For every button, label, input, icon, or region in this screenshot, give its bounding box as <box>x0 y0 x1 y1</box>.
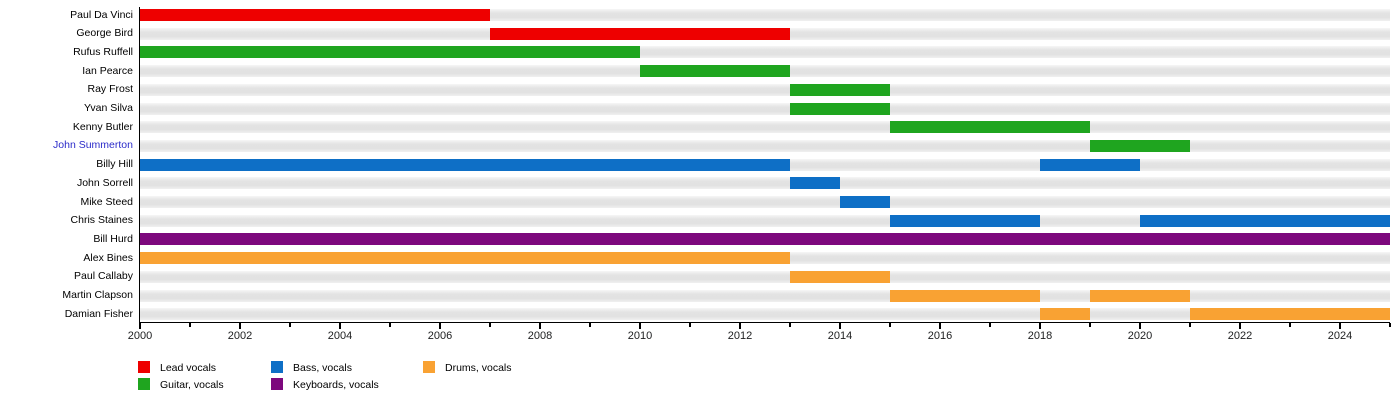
axis-major-tick <box>939 323 941 329</box>
tenure-bar-drums <box>1040 308 1090 321</box>
row-track <box>140 102 1390 115</box>
axis-minor-tick <box>1189 323 1191 327</box>
axis-major-tick <box>539 323 541 329</box>
member-label: Paul Da Vinci <box>70 8 133 21</box>
x-axis-line <box>138 321 1390 323</box>
axis-major-tick <box>1239 323 1241 329</box>
tenure-bar-bass <box>1140 214 1390 227</box>
tenure-bar-guitar <box>790 83 890 96</box>
tenure-bar-lead <box>490 27 790 40</box>
member-label: Martin Clapson <box>62 289 133 301</box>
axis-minor-tick <box>789 323 791 327</box>
axis-major-tick <box>739 323 741 329</box>
member-label: Kenny Butler <box>72 120 133 133</box>
axis-minor-tick <box>1089 323 1091 327</box>
row-track <box>140 289 1390 302</box>
axis-tick-label: 2018 <box>1027 329 1053 342</box>
axis-major-tick <box>1039 323 1041 329</box>
tenure-bar-bass <box>1040 158 1140 171</box>
member-label: Rufus Ruffell <box>73 45 133 58</box>
axis-tick-label: 2008 <box>527 329 553 342</box>
tenure-bar-drums <box>140 252 790 265</box>
legend-label: Guitar, vocals <box>160 378 224 391</box>
axis-tick-label: 2004 <box>327 329 353 342</box>
tenure-bar-guitar <box>1090 139 1190 152</box>
legend-label: Bass, vocals <box>293 361 352 374</box>
axis-minor-tick <box>689 323 691 327</box>
tenure-bar-bass <box>890 214 1040 227</box>
axis-tick-label: 2000 <box>127 329 153 342</box>
axis-major-tick <box>839 323 841 329</box>
axis-minor-tick <box>589 323 591 327</box>
axis-minor-tick <box>889 323 891 327</box>
row-track <box>140 121 1390 134</box>
legend-swatch-drums <box>423 361 435 373</box>
member-label: Mike Steed <box>80 195 133 208</box>
member-label: Alex Bines <box>83 251 133 264</box>
axis-minor-tick <box>389 323 391 327</box>
tenure-bar-drums <box>1190 308 1390 321</box>
axis-major-tick <box>239 323 241 329</box>
axis-major-tick <box>639 323 641 329</box>
legend-label: Drums, vocals <box>445 361 512 374</box>
axis-tick-label: 2016 <box>927 329 953 342</box>
axis-tick-label: 2014 <box>827 329 853 342</box>
axis-major-tick <box>1139 323 1141 329</box>
legend-label: Keyboards, vocals <box>293 378 379 391</box>
tenure-bar-guitar <box>890 121 1090 134</box>
row-track <box>140 270 1390 283</box>
axis-tick-label: 2002 <box>227 329 253 342</box>
tenure-bar-bass <box>840 196 890 208</box>
axis-tick-label: 2012 <box>727 329 753 342</box>
member-label: Chris Staines <box>70 214 133 227</box>
member-label: Billy Hill <box>96 158 133 171</box>
tenure-bar-bass <box>140 158 790 171</box>
axis-minor-tick <box>189 323 191 327</box>
axis-tick-label: 2010 <box>627 329 653 342</box>
axis-minor-tick <box>989 323 991 327</box>
axis-tick-label: 2022 <box>1227 329 1253 342</box>
tenure-bar-drums <box>790 270 890 283</box>
axis-major-tick <box>1339 323 1341 329</box>
member-label[interactable]: John Summerton <box>53 139 133 152</box>
member-label: Paul Callaby <box>74 270 133 283</box>
axis-major-tick <box>439 323 441 329</box>
legend-swatch-keyboards <box>271 378 283 390</box>
axis-tick-label: 2024 <box>1327 329 1353 342</box>
tenure-bar-keyboards <box>140 233 1390 246</box>
row-track <box>140 214 1390 227</box>
row-track <box>140 177 1390 190</box>
tenure-bar-drums <box>890 289 1040 302</box>
tenure-bar-lead <box>140 9 490 21</box>
tenure-bar-guitar <box>140 46 640 59</box>
member-label: Damian Fisher <box>64 307 133 320</box>
axis-tick-label: 2006 <box>427 329 453 342</box>
axis-major-tick <box>339 323 341 329</box>
member-label: Bill Hurd <box>93 232 133 245</box>
axis-minor-tick <box>1389 323 1391 327</box>
legend-swatch-lead <box>138 361 150 373</box>
member-label: Yvan Silva <box>83 102 133 114</box>
member-label: Ian Pearce <box>82 64 133 77</box>
tenure-bar-drums <box>1090 289 1190 302</box>
legend-label: Lead vocals <box>160 361 217 374</box>
row-track <box>140 196 1390 208</box>
tenure-bar-guitar <box>640 65 790 78</box>
axis-minor-tick <box>289 323 291 327</box>
member-label: George Bird <box>76 27 133 40</box>
legend-swatch-guitar <box>138 378 150 390</box>
row-track <box>140 139 1390 152</box>
legend-swatch-bass <box>271 361 283 373</box>
axis-tick-label: 2020 <box>1127 329 1153 342</box>
member-label: Ray Frost <box>87 83 133 96</box>
tenure-bar-guitar <box>790 102 890 115</box>
member-label: John Sorrell <box>76 176 133 189</box>
axis-minor-tick <box>1289 323 1291 327</box>
axis-major-tick <box>139 323 141 329</box>
axis-minor-tick <box>489 323 491 327</box>
y-axis-line <box>138 7 141 322</box>
row-track <box>140 83 1390 96</box>
tenure-bar-bass <box>790 177 840 190</box>
